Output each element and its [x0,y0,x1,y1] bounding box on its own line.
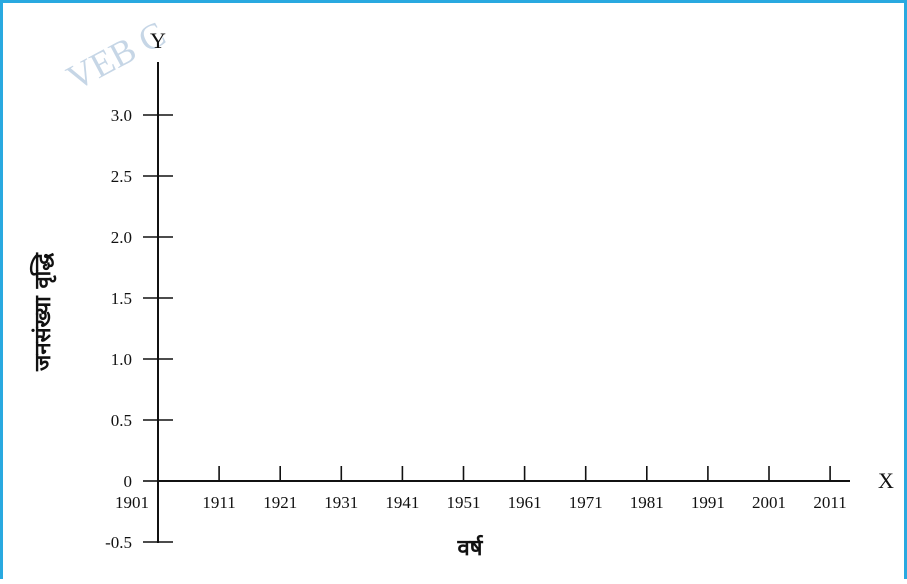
y-tick-label: 3.0 [111,106,132,125]
x-tick-label: 1971 [569,493,603,512]
x-tick-label: 1901 [115,493,149,512]
x-tick-label: 1981 [630,493,664,512]
y-axis-letter: Y [150,28,166,53]
x-tick-label: 1991 [691,493,725,512]
x-tick-label: 1921 [263,493,297,512]
y-tick-label: 1.5 [111,289,132,308]
x-tick-label: 1941 [385,493,419,512]
y-tick-label: -0.5 [105,533,132,552]
frame-border-right [904,0,907,579]
y-tick-label: 0.5 [111,411,132,430]
x-tick-label: 1911 [202,493,235,512]
y-axis-title: जनसंख्या वृद्धि [29,252,57,372]
frame-border-left [0,0,3,579]
y-tick-label: 0 [124,472,133,491]
x-axis-title: वर्ष [457,534,484,561]
x-tick-label: 2001 [752,493,786,512]
x-tick-label: 2011 [813,493,846,512]
x-tick-label: 1951 [447,493,481,512]
y-tick-label: 2.0 [111,228,132,247]
x-ticks-group: 1901 1911 1921 1931 1941 1951 1961 1971 1981 1991… [115,466,847,512]
x-tick-label: 1931 [324,493,358,512]
x-axis-letter: X [878,468,894,493]
y-ticks-group: -0.5 0 0.5 1.0 1.5 2.0 2.5 3.0 [105,106,173,552]
y-tick-label: 2.5 [111,167,132,186]
frame-border-top [0,0,907,3]
watermark: VEB C [60,14,172,99]
x-tick-label: 1961 [508,493,542,512]
y-tick-label: 1.0 [111,350,132,369]
